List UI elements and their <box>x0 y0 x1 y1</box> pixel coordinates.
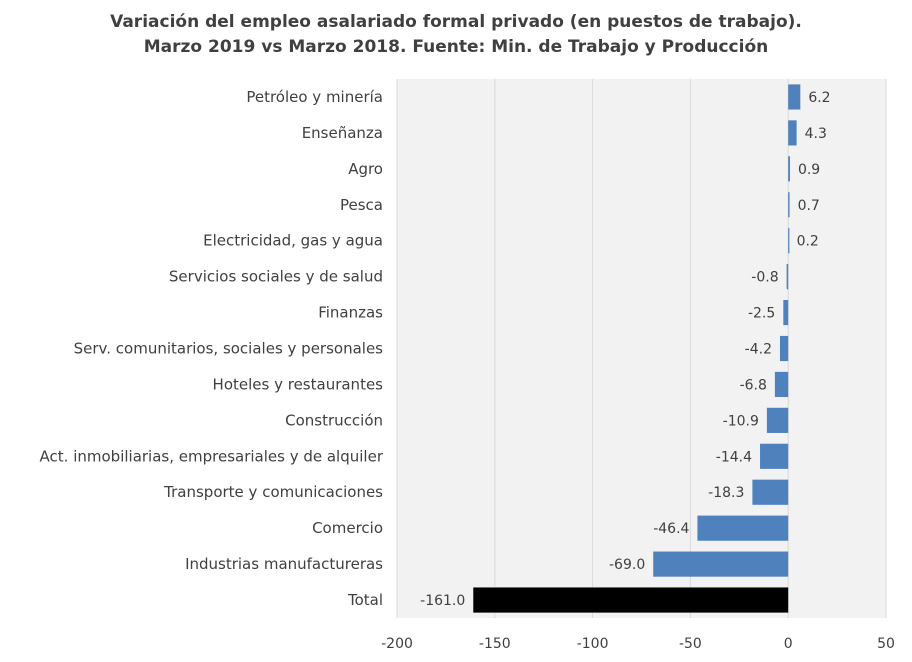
labels: -200 -150 -100 -50 0 50 Petróleo y minería 6.2 E… <box>40 88 895 652</box>
category-label: Electricidad, gas y agua <box>203 232 383 250</box>
category-label: Serv. comunitarios, sociales y personale… <box>74 340 384 358</box>
x-tick-label: -200 <box>381 636 413 652</box>
bar <box>766 407 789 433</box>
category-label: Comercio <box>312 519 383 537</box>
bar <box>653 551 789 577</box>
bar <box>788 156 790 182</box>
x-tick-label: -100 <box>577 636 609 652</box>
bar <box>788 192 790 218</box>
category-label: Servicios sociales y de salud <box>169 268 383 286</box>
bar <box>788 120 797 146</box>
bar <box>752 479 789 505</box>
category-label: Pesca <box>340 196 383 214</box>
bar <box>779 335 789 362</box>
category-label: Act. inmobiliarias, empresariales y de a… <box>40 447 384 465</box>
bar <box>788 84 801 110</box>
bar <box>760 443 789 469</box>
value-label: 6.2 <box>808 90 830 106</box>
x-tick-label: 50 <box>877 636 895 652</box>
value-label: -69.0 <box>609 557 645 573</box>
value-label: -46.4 <box>653 521 689 537</box>
x-tick-label: -150 <box>479 636 511 652</box>
value-label: -0.8 <box>751 270 778 286</box>
value-label: -18.3 <box>708 485 744 501</box>
value-label: -4.2 <box>745 342 772 358</box>
chart-title: Variación del empleo asalariado formal p… <box>110 12 802 32</box>
plot-area <box>397 79 886 618</box>
bar <box>774 371 789 398</box>
value-label: 0.7 <box>798 198 820 214</box>
category-label: Petróleo y minería <box>246 88 383 106</box>
bar <box>788 228 790 254</box>
category-label: Industrias manufactureras <box>185 555 383 573</box>
chart-subtitle: Marzo 2019 vs Marzo 2018. Fuente: Min. d… <box>143 37 769 57</box>
category-label: Construcción <box>285 411 383 429</box>
value-label: 4.3 <box>805 126 827 142</box>
category-label: Finanzas <box>318 304 383 322</box>
bar <box>473 587 789 613</box>
gridlines <box>396 79 887 618</box>
category-label: Enseñanza <box>302 124 383 142</box>
category-label: Hoteles y restaurantes <box>213 375 384 393</box>
bar <box>697 515 789 541</box>
bars <box>473 84 801 613</box>
bar <box>786 264 789 290</box>
x-tick-label: 0 <box>784 636 793 652</box>
value-label: -14.4 <box>716 449 752 465</box>
chart-title-block: Variación del empleo asalariado formal p… <box>0 10 912 60</box>
value-label: -6.8 <box>740 377 767 393</box>
value-label: 0.2 <box>797 234 819 250</box>
value-label: -10.9 <box>723 413 759 429</box>
bar <box>783 299 789 326</box>
category-label: Total <box>347 591 383 609</box>
x-tick-label: -50 <box>679 636 702 652</box>
value-label: -161.0 <box>420 593 465 609</box>
value-label: -2.5 <box>748 306 775 322</box>
value-label: 0.9 <box>798 162 820 178</box>
category-label: Agro <box>348 160 383 178</box>
category-label: Transporte y comunicaciones <box>163 483 383 501</box>
